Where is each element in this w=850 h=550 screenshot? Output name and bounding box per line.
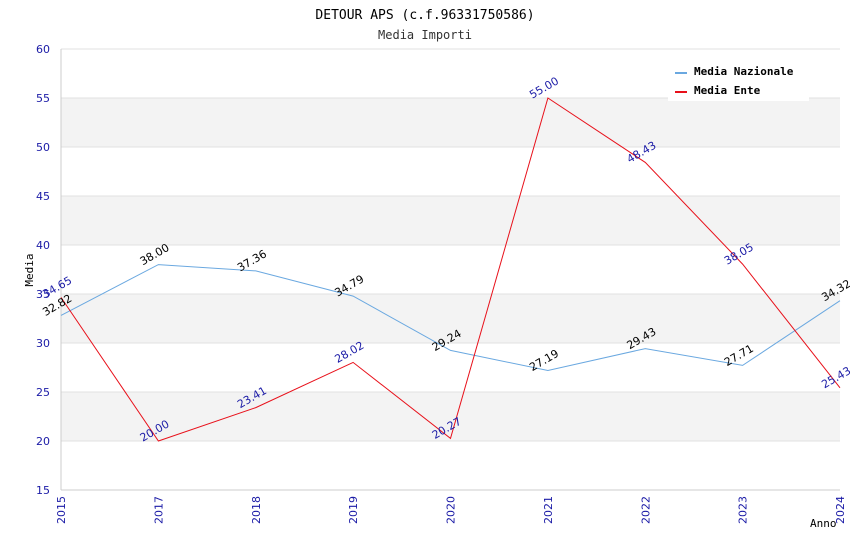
x-tick-label: 2019 <box>347 496 360 524</box>
y-tick-label: 45 <box>36 190 50 203</box>
x-tick-label: 2023 <box>737 496 750 524</box>
legend: Media Nazionale Media Ente <box>668 61 809 101</box>
data-label-media-ente: 25.43 <box>819 364 850 391</box>
plot-bands <box>61 98 840 441</box>
chart-title: DETOUR APS (c.f.96331750586) <box>315 8 534 23</box>
gridlines <box>61 48 840 491</box>
y-axis-label: Media <box>23 253 36 286</box>
x-tick-label: 2017 <box>152 496 165 524</box>
grid-band <box>61 294 840 343</box>
series-line-media-nazionale <box>60 264 841 372</box>
series-lines <box>60 97 841 442</box>
legend-box <box>668 61 809 101</box>
series-line-media-ente <box>60 97 841 442</box>
x-tick-label: 2021 <box>542 496 555 524</box>
y-tick-label: 20 <box>36 435 50 448</box>
x-axis-label: Anno <box>810 517 837 530</box>
y-tick-labels: 15 20 25 30 35 40 45 50 55 60 <box>36 43 50 497</box>
y-tick-label: 50 <box>36 141 50 154</box>
grid-band <box>61 98 840 147</box>
x-tick-label: 2018 <box>250 496 263 524</box>
chart-subtitle: Media Importi <box>378 28 472 42</box>
x-tick-label: 2020 <box>445 496 458 524</box>
data-label-media-ente: 55.00 <box>527 74 561 101</box>
y-tick-label: 25 <box>36 386 50 399</box>
y-tick-label: 60 <box>36 43 50 56</box>
y-tick-label: 30 <box>36 337 50 350</box>
grid-band <box>61 392 840 441</box>
x-tick-labels: 2015 2017 2018 2019 2020 2021 2022 2023 2024 <box>55 496 847 524</box>
grid-band <box>61 196 840 245</box>
x-tick-label: 2022 <box>639 496 652 524</box>
legend-label-media-nazionale: Media Nazionale <box>694 65 794 78</box>
y-tick-label: 55 <box>36 92 50 105</box>
x-tick-label: 2024 <box>834 496 847 524</box>
y-tick-label: 40 <box>36 239 50 252</box>
legend-label-media-ente: Media Ente <box>694 84 761 97</box>
y-tick-label: 35 <box>36 288 50 301</box>
x-tick-label: 2015 <box>55 496 68 524</box>
y-tick-label: 15 <box>36 484 50 497</box>
